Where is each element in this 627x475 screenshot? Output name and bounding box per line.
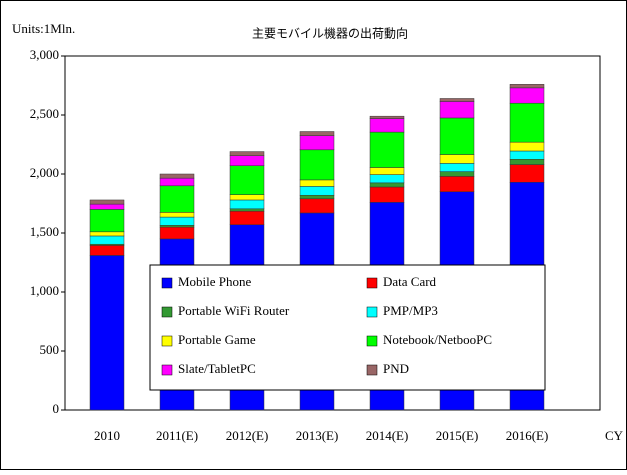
bar-segment xyxy=(299,186,335,196)
bar-segment xyxy=(229,210,265,225)
legend-swatch xyxy=(366,277,378,289)
bar-segment xyxy=(89,199,125,205)
legend-label: Notebook/NetbooPC xyxy=(383,332,492,347)
legend-label: Portable WiFi Router xyxy=(178,303,290,318)
bar-segment xyxy=(229,165,265,195)
bar-segment xyxy=(509,164,545,183)
bar-segment xyxy=(159,185,195,213)
x-tick-label: 2015(E) xyxy=(436,428,479,443)
bar-segment xyxy=(229,194,265,201)
y-tick-label: 2,000 xyxy=(30,165,59,180)
bar-segment xyxy=(439,101,475,119)
bar-segment xyxy=(509,141,545,152)
bar-segment xyxy=(439,171,475,177)
bar-segment xyxy=(89,203,125,210)
bar-segment xyxy=(89,255,125,411)
bar-segment xyxy=(89,235,125,245)
y-tick-label: 2,500 xyxy=(30,106,59,121)
unit-label: Units:1Mln. xyxy=(12,21,75,36)
legend-swatch xyxy=(366,306,378,318)
legend-swatch xyxy=(161,335,173,347)
x-tick-label: 2010 xyxy=(94,428,120,443)
y-tick-label: 0 xyxy=(53,401,60,416)
bar-segment xyxy=(509,159,545,165)
bar-segment xyxy=(159,212,195,218)
bar-segment xyxy=(439,176,475,192)
bar-segment xyxy=(299,179,335,187)
x-tick-label: 2011(E) xyxy=(156,428,198,443)
bar-segment xyxy=(439,154,475,164)
y-tick-label: 1,500 xyxy=(30,224,59,239)
bar-segment xyxy=(369,167,405,175)
bar-segment xyxy=(299,198,335,214)
bar-segment xyxy=(369,186,405,203)
bar-segment xyxy=(299,149,335,181)
bar-segment xyxy=(439,98,475,102)
x-tick-label: 2014(E) xyxy=(366,428,409,443)
x-axis-label: CY xyxy=(605,428,624,443)
bar-segment xyxy=(369,118,405,133)
legend-swatch xyxy=(366,364,378,376)
legend-label: Mobile Phone xyxy=(178,274,252,289)
bar-segment xyxy=(299,135,335,151)
legend-label: Portable Game xyxy=(178,332,256,347)
x-tick-label: 2013(E) xyxy=(296,428,339,443)
y-tick-label: 3,000 xyxy=(30,47,59,62)
bar-segment xyxy=(369,115,405,119)
bar-segment xyxy=(509,102,545,143)
bar-segment xyxy=(299,131,335,136)
legend-box xyxy=(149,264,546,391)
x-tick-label: 2012(E) xyxy=(226,428,269,443)
legend-label: Data Card xyxy=(383,274,437,289)
bar-segment xyxy=(369,182,405,188)
bar-segment xyxy=(369,174,405,184)
bar-segment xyxy=(159,226,195,240)
bar-segment xyxy=(509,150,545,160)
legend-label: PMP/MP3 xyxy=(383,303,438,318)
bar-segment xyxy=(159,173,195,179)
chart-title: 主要モバイル機器の出荷動向 xyxy=(252,26,408,41)
bar-segment xyxy=(159,225,195,228)
x-tick-label: 2016(E) xyxy=(506,428,549,443)
bar-segment xyxy=(159,177,195,187)
bar-segment xyxy=(229,151,265,156)
bar-segment xyxy=(229,155,265,166)
y-tick-label: 1,000 xyxy=(30,283,59,298)
bar-segment xyxy=(369,131,405,168)
y-tick-label: 500 xyxy=(40,342,60,357)
legend-swatch xyxy=(161,364,173,376)
bar-segment xyxy=(439,163,475,172)
legend-swatch xyxy=(161,277,173,289)
legend-label: Slate/TabletPC xyxy=(178,361,256,376)
bar-segment xyxy=(89,231,125,237)
bar-segment xyxy=(229,199,265,210)
legend-label: PND xyxy=(383,361,409,376)
legend-swatch xyxy=(366,335,378,347)
legend-swatch xyxy=(161,306,173,318)
bar-segment xyxy=(229,208,265,212)
bar-segment xyxy=(159,216,195,226)
bar-segment xyxy=(299,194,335,200)
bar-segment xyxy=(439,117,475,155)
bar-segment xyxy=(509,84,545,89)
bar-segment xyxy=(89,245,125,256)
bar-segment xyxy=(89,209,125,233)
bar-segment xyxy=(509,87,545,104)
